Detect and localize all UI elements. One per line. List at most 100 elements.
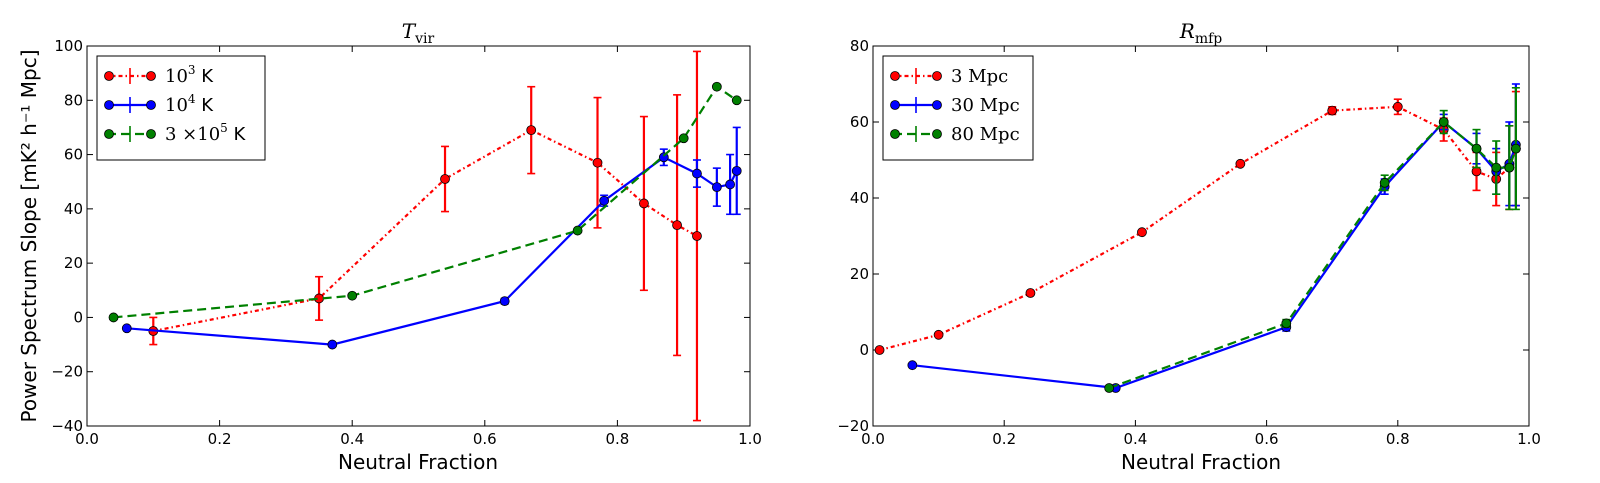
y-tick-label: 20	[64, 254, 83, 272]
data-point	[725, 179, 736, 190]
series-group	[874, 83, 1521, 393]
legend-label: 80 Mpc	[951, 124, 1020, 145]
data-point	[1392, 101, 1403, 112]
data-point	[1235, 158, 1246, 169]
data-point	[672, 220, 682, 231]
y-tick-label: 60	[64, 146, 83, 164]
chart-title-rmfp: Rmfp	[1179, 19, 1223, 47]
legend-exponent: 4	[188, 92, 196, 106]
data-point	[639, 198, 649, 209]
x-tick-label: 0.2	[208, 430, 232, 448]
data-point	[731, 95, 742, 106]
data-point	[108, 312, 119, 323]
legend-base: 10	[165, 66, 188, 87]
legend-label: 30 Mpc	[951, 95, 1020, 116]
x-tick-label: 0.4	[1123, 430, 1147, 448]
series-line-2	[1108, 120, 1517, 390]
legend-marker	[146, 71, 156, 81]
legend-unit: K	[196, 95, 215, 116]
series-line-1	[126, 156, 738, 346]
x-tick-label: 0.8	[605, 430, 629, 448]
legend-label: 3 ×105 K	[165, 121, 247, 145]
data-point	[711, 182, 722, 193]
legend: 3 Mpc 30 Mpc 80 Mpc	[882, 55, 1034, 161]
x-tick-label: 1.0	[1517, 430, 1541, 448]
legend-marker	[890, 129, 900, 139]
data-point	[1504, 162, 1515, 173]
legend-marker	[104, 100, 114, 110]
legend-marker	[146, 100, 156, 110]
data-point	[692, 231, 702, 241]
y-tick-label: 60	[850, 113, 869, 131]
x-tick-label: 0.8	[1386, 430, 1410, 448]
legend-marker	[890, 100, 900, 110]
legend-marker	[932, 71, 942, 81]
y-tick-label: 0	[859, 341, 869, 359]
data-point	[440, 174, 450, 184]
y-tick-label: 100	[54, 37, 83, 55]
y-tick-label: 80	[64, 91, 83, 109]
data-point	[1104, 383, 1115, 393]
series-line-0	[153, 128, 698, 333]
legend-unit: K	[228, 124, 247, 145]
data-point	[1281, 318, 1292, 329]
legend-label: 3 Mpc	[951, 66, 1008, 87]
data-point	[1510, 143, 1521, 154]
legend-unit: K	[196, 66, 215, 87]
y-axis-label: Power Spectrum Slope [mK² h⁻¹ Mpc]	[17, 49, 41, 422]
y-tick-label: 20	[850, 265, 869, 283]
data-point	[347, 290, 358, 301]
x-axis-label-right: Neutral Fraction	[1121, 450, 1281, 474]
chart-title-tvir: Tvir	[402, 19, 435, 47]
data-point	[599, 195, 610, 206]
legend-exponent: 5	[220, 121, 228, 135]
y-tick-label: 0	[73, 308, 83, 326]
legend-box	[882, 55, 1034, 161]
legend-marker	[146, 129, 156, 139]
x-tick-label: 0.6	[473, 430, 497, 448]
data-point	[572, 225, 583, 236]
y-tick-label: 40	[850, 189, 869, 207]
x-tick-label: 0.4	[340, 430, 364, 448]
data-point	[874, 345, 885, 355]
x-axis-label-left: Neutral Fraction	[338, 450, 498, 474]
legend-base: 3 ×10	[165, 124, 220, 145]
data-point	[1471, 143, 1482, 154]
plot-frame	[872, 45, 1530, 427]
data-point	[327, 339, 338, 350]
data-point	[678, 133, 689, 144]
x-tick-label: 0.6	[1255, 430, 1279, 448]
x-tick-label: 0.0	[861, 430, 885, 448]
legend-marker	[932, 129, 942, 139]
series-group	[108, 50, 742, 422]
x-tick-label: 0.0	[75, 430, 99, 448]
series-line-1	[912, 120, 1517, 390]
data-point	[731, 165, 742, 176]
data-point	[1025, 288, 1036, 298]
plot-frame	[86, 45, 751, 427]
data-point	[121, 323, 132, 334]
y-tick-label: 80	[850, 37, 869, 55]
data-point	[933, 329, 944, 340]
chart-panel-tvir: Tvir Power Spectrum Slope [mK² h⁻¹ Mpc] …	[17, 19, 762, 474]
data-point	[592, 157, 603, 168]
data-point	[692, 168, 702, 179]
data-point	[1379, 177, 1390, 188]
legend-marker	[104, 71, 114, 81]
legend-label: 104 K	[165, 92, 214, 116]
y-tick-label: −20	[837, 417, 869, 435]
y-tick-label: −20	[51, 363, 83, 381]
data-point	[711, 81, 722, 92]
x-tick-label: 1.0	[738, 430, 762, 448]
data-point	[1438, 117, 1449, 127]
legend-exponent: 3	[188, 63, 196, 77]
data-point	[1327, 105, 1338, 116]
legend-marker	[890, 71, 900, 81]
x-tick-label: 0.2	[992, 430, 1016, 448]
legend-label: 103 K	[165, 63, 214, 87]
data-point	[907, 360, 918, 371]
data-point	[526, 125, 537, 136]
y-tick-label: −40	[51, 417, 83, 435]
